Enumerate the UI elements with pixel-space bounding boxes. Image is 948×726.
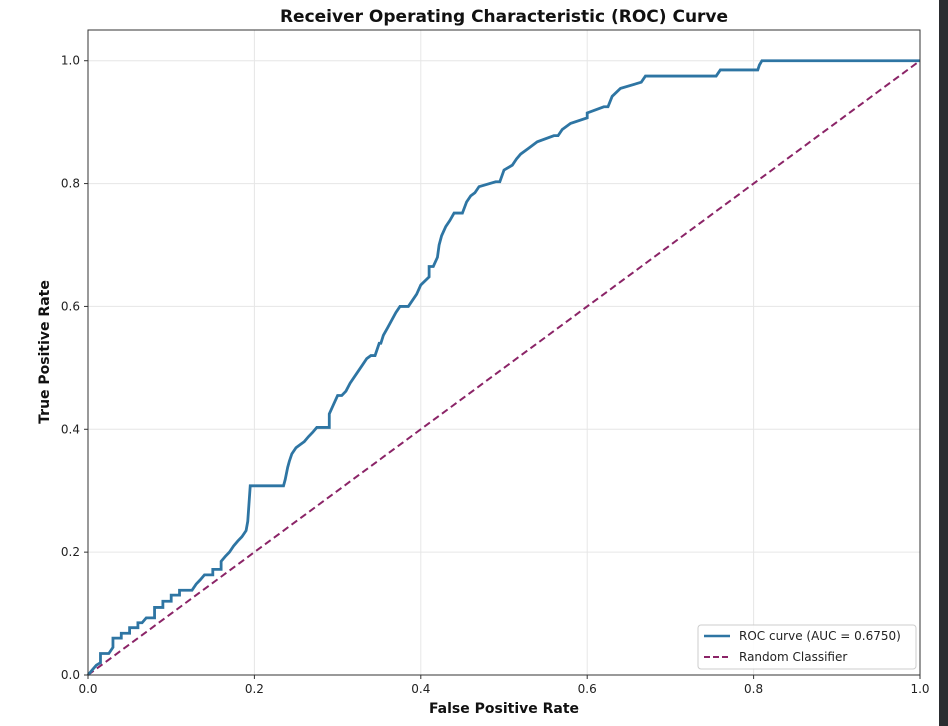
x-axis-label: False Positive Rate — [429, 701, 579, 717]
y-tick-label: 1.0 — [61, 54, 80, 68]
grid — [87, 30, 921, 676]
y-tick-label: 0.0 — [61, 668, 80, 682]
plot-frame — [87, 29, 921, 676]
x-tick-label: 0.4 — [411, 682, 430, 696]
y-axis-label: True Positive Rate — [37, 280, 53, 424]
x-tick-label: 0.2 — [245, 682, 264, 696]
y-tick-label: 0.8 — [61, 177, 80, 191]
random-classifier-line — [87, 59, 921, 676]
x-tick-label: 0.8 — [744, 682, 763, 696]
y-tick-label: 0.2 — [61, 545, 80, 559]
axis-ticks: 0.0 0.2 0.4 0.6 0.8 1.0 0.0 0.2 0.4 0.6 0.8 1.0 — [61, 54, 930, 696]
x-tick-label: 0.0 — [78, 682, 97, 696]
legend-label-roc: ROC curve (AUC = 0.6750) — [739, 629, 901, 643]
plot-area — [86, 59, 921, 676]
window-edge — [939, 0, 948, 726]
y-tick-label: 0.6 — [61, 299, 80, 313]
x-tick-label: 0.6 — [578, 682, 597, 696]
legend-label-random: Random Classifier — [739, 650, 847, 664]
legend: ROC curve (AUC = 0.6750) Random Classifi… — [697, 624, 917, 670]
x-tick-label: 1.0 — [910, 682, 929, 696]
y-tick-label: 0.4 — [61, 422, 80, 436]
chart-title: Receiver Operating Characteristic (ROC) … — [280, 7, 728, 27]
roc-curve-line — [86, 59, 920, 676]
legend-box — [697, 624, 917, 670]
